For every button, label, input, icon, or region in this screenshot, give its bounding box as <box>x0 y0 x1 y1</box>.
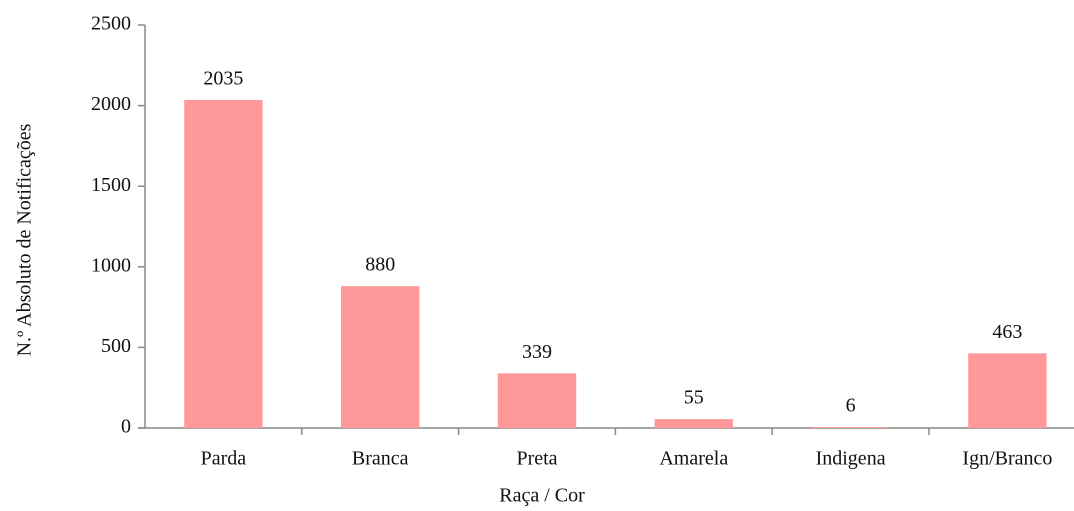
bar <box>184 99 263 428</box>
y-tick-label: 1000 <box>91 254 131 276</box>
data-label: 55 <box>684 387 704 409</box>
x-tick-label: Ign/Branco <box>962 448 1052 470</box>
y-tick-label: 0 <box>121 416 131 438</box>
x-tick-label: Parda <box>201 448 247 470</box>
x-axis-title: Raça / Cor <box>499 485 585 507</box>
data-label: 463 <box>992 321 1022 343</box>
y-tick-label: 2000 <box>91 93 131 115</box>
y-tick-label: 2500 <box>91 13 131 35</box>
data-label: 6 <box>846 395 856 417</box>
x-tick-label: Preta <box>516 448 557 470</box>
bar <box>654 419 733 428</box>
x-tick-label: Amarela <box>659 448 728 470</box>
bar <box>497 373 577 428</box>
bar <box>968 353 1047 428</box>
y-tick-label: 500 <box>101 335 131 357</box>
data-label: 2035 <box>203 68 243 90</box>
y-axis-title: N.º Absoluto de Notificações <box>14 123 36 356</box>
x-tick-label: Branca <box>352 448 409 470</box>
bar <box>341 286 420 428</box>
bar <box>811 427 890 428</box>
data-label: 880 <box>365 254 395 276</box>
data-label: 339 <box>522 341 552 363</box>
y-tick-label: 1500 <box>91 174 131 196</box>
x-tick-label: Indigena <box>816 448 886 470</box>
